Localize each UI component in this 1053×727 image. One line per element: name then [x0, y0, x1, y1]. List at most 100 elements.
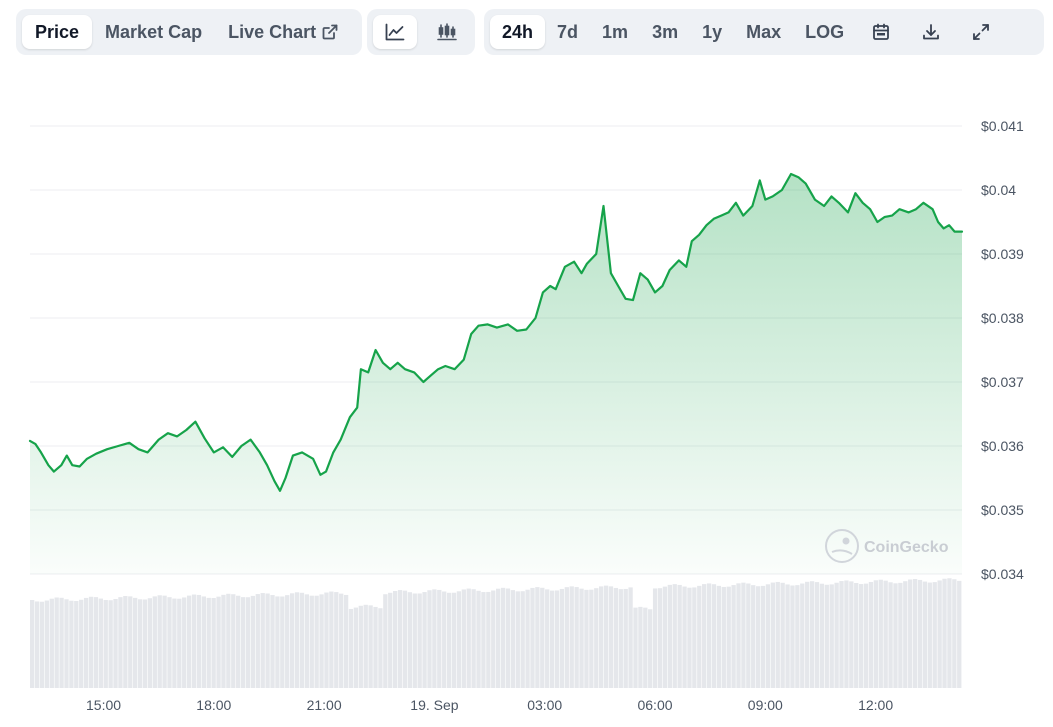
tab-market-cap[interactable]: Market Cap [105, 21, 203, 42]
volume-bar [608, 586, 614, 688]
volume-bar [672, 584, 677, 688]
x-tick-label: 03:00 [527, 697, 562, 713]
volume-bar [245, 597, 251, 688]
volume-bar [559, 588, 565, 688]
line-chart-icon [385, 23, 405, 41]
volume-bar [432, 589, 437, 688]
volume-bar [721, 586, 726, 688]
volume-bar [834, 582, 839, 688]
volume-bar [147, 598, 153, 688]
volume-bar [83, 597, 89, 688]
volume-bar [873, 580, 879, 688]
volume-bar [520, 591, 525, 688]
volume-bar [814, 582, 820, 688]
tab-live-chart[interactable]: Live Chart [215, 15, 351, 49]
volume-bar [79, 599, 84, 688]
volume-bar [343, 594, 349, 688]
y-tick-label: $0.038 [981, 310, 1024, 326]
line-chart-button[interactable] [373, 15, 417, 49]
volume-bar [917, 579, 923, 688]
volume-bar [128, 596, 133, 688]
range-24h[interactable]: 24h [490, 15, 546, 49]
volume-bar [770, 582, 775, 688]
volume-bar [854, 583, 859, 688]
volume-bar [942, 578, 947, 688]
volume-bar [932, 582, 937, 688]
volume-bar [682, 586, 687, 688]
volume-bar [500, 587, 506, 688]
volume-bar [103, 600, 108, 688]
volume-bar [54, 597, 59, 688]
range-1m[interactable]: 1m [602, 21, 629, 42]
volume-bar [584, 589, 589, 688]
volume-bar [236, 595, 241, 688]
expand-icon [972, 23, 990, 41]
range-max[interactable]: Max [746, 21, 782, 42]
volume-bar [456, 591, 462, 688]
volume-bar [643, 607, 648, 688]
volume-bar [196, 594, 202, 688]
volume-bar [59, 597, 64, 688]
calendar-button[interactable] [856, 15, 906, 49]
volume-bar [545, 589, 550, 688]
view-tab-bar: Price Market Cap Live Chart [16, 9, 362, 55]
volume-bar [481, 592, 486, 688]
volume-bar [466, 588, 471, 688]
range-3m[interactable]: 3m [652, 21, 679, 42]
volume-bar [69, 600, 74, 688]
volume-bar [471, 589, 476, 688]
volume-bar [628, 587, 633, 688]
volume-bar [687, 587, 692, 688]
volume-bar [903, 581, 908, 688]
volume-bar [677, 584, 682, 688]
volume-bar [177, 598, 182, 688]
volume-bar [299, 592, 305, 688]
volume-bar [863, 583, 869, 688]
coingecko-watermark: CoinGecko [825, 529, 949, 563]
volume-bar [64, 599, 69, 688]
range-1y[interactable]: 1y [702, 21, 723, 42]
volume-bar [692, 587, 697, 688]
volume-bar [633, 607, 638, 688]
volume-bar [363, 604, 368, 688]
volume-bar [922, 581, 928, 688]
volume-bar [805, 581, 810, 688]
x-axis-labels: 15:00 18:00 21:00 19. Sep 03:00 06:00 09:00 12:… [86, 697, 893, 713]
volume-bar [304, 594, 309, 688]
volume-bar [952, 579, 957, 688]
volume-bar [108, 600, 113, 688]
expand-button[interactable] [956, 15, 1006, 49]
range-7d[interactable]: 7d [557, 21, 579, 42]
volume-bar [795, 585, 800, 688]
volume-bar [98, 598, 103, 688]
log-scale-toggle[interactable]: LOG [805, 21, 845, 42]
volume-bar [74, 600, 79, 688]
volume-bar [898, 582, 903, 688]
volume-bar [790, 585, 795, 688]
volume-bar [883, 580, 888, 688]
price-chart[interactable]: CoinGecko $0.041$0.04$0.039$0.038$0.037$… [0, 60, 1053, 727]
volume-bar [30, 600, 35, 688]
volume-bar [765, 584, 771, 688]
price-area [30, 174, 962, 574]
tab-price[interactable]: Price [22, 15, 93, 49]
volume-bar [378, 608, 383, 688]
x-tick-label: 19. Sep [410, 697, 458, 713]
chart-type-bar [367, 9, 475, 55]
volume-bar [618, 589, 623, 688]
volume-bar [34, 601, 40, 688]
volume-bar [947, 578, 952, 688]
volume-bar [893, 583, 898, 688]
volume-bar [294, 592, 300, 688]
volume-bar [491, 590, 496, 688]
volume-bar [510, 590, 516, 688]
candlestick-chart-button[interactable] [425, 15, 469, 49]
volume-bar [412, 593, 417, 688]
volume-bar [697, 585, 702, 688]
volume-bar [152, 596, 157, 688]
volume-bar [476, 590, 481, 688]
volume-bar [280, 596, 285, 688]
download-button[interactable] [906, 15, 956, 49]
download-icon [922, 23, 940, 41]
volume-bar [240, 597, 246, 688]
